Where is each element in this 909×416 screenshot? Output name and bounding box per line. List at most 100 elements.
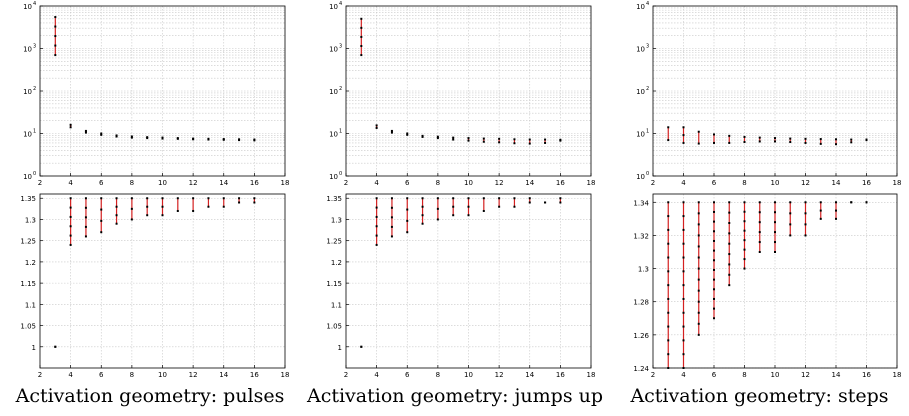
bottom-left-point bbox=[84, 197, 87, 200]
bottom-left-point bbox=[161, 214, 164, 217]
bottom-left-point bbox=[69, 234, 72, 237]
top-left-point bbox=[54, 35, 57, 38]
bottom-middle-point bbox=[406, 197, 409, 200]
bottom-right-ytick-label: 1.34 bbox=[633, 199, 649, 207]
top-left-ytick-label: 10 bbox=[23, 3, 32, 11]
bottom-right-point bbox=[697, 278, 700, 281]
bottom-left-xtick-label: 18 bbox=[281, 371, 290, 379]
top-middle-point bbox=[360, 35, 363, 38]
top-middle-ytick-label: 10 bbox=[329, 46, 338, 54]
bottom-right-point bbox=[819, 201, 822, 204]
bottom-right-point bbox=[743, 248, 746, 251]
top-left-point bbox=[54, 44, 57, 47]
top-right-point bbox=[758, 140, 761, 143]
bottom-middle-point bbox=[421, 214, 424, 217]
bottom-right-point bbox=[697, 333, 700, 336]
bottom-right-point bbox=[697, 201, 700, 204]
bottom-right-point bbox=[697, 289, 700, 292]
bottom-left-point bbox=[207, 205, 210, 208]
top-right-point bbox=[850, 138, 853, 141]
top-left-point bbox=[100, 132, 103, 135]
bottom-right-point bbox=[713, 288, 715, 291]
top-left-point bbox=[207, 137, 210, 140]
bottom-right-xtick-label: 2 bbox=[651, 371, 655, 379]
top-left-point bbox=[69, 126, 72, 129]
bottom-right-xtick-label: 14 bbox=[832, 371, 841, 379]
bottom-middle-point bbox=[452, 214, 455, 217]
bottom-middle-point bbox=[421, 197, 424, 200]
top-right-point bbox=[804, 137, 807, 140]
bottom-middle-point bbox=[375, 234, 378, 237]
top-left-ytick-label: 10 bbox=[23, 46, 32, 54]
bottom-right-xtick-label: 10 bbox=[771, 371, 780, 379]
bottom-middle-point bbox=[406, 208, 409, 211]
top-middle-point bbox=[390, 129, 393, 132]
top-middle-ytick-exponent: 2 bbox=[339, 86, 342, 92]
bottom-middle-point bbox=[467, 205, 470, 208]
bottom-left-point bbox=[253, 201, 256, 204]
top-right-point bbox=[713, 133, 715, 136]
bottom-right-point bbox=[728, 232, 731, 235]
bottom-right-point bbox=[697, 256, 700, 259]
bottom-right-point bbox=[850, 201, 853, 204]
bottom-right-point bbox=[667, 228, 670, 231]
bottom-right-xtick-label: 6 bbox=[712, 371, 717, 379]
bottom-right-point bbox=[697, 322, 700, 325]
top-right-xtick-label: 10 bbox=[771, 179, 780, 187]
bottom-right-point bbox=[743, 220, 746, 223]
bottom-right-point bbox=[789, 201, 792, 204]
bottom-left-point bbox=[100, 208, 103, 211]
bottom-left-point bbox=[130, 218, 133, 221]
bottom-middle-point bbox=[375, 225, 378, 228]
bottom-left-point bbox=[69, 243, 72, 246]
bottom-left-ytick-label: 1.25 bbox=[20, 238, 36, 246]
top-left-point bbox=[161, 136, 164, 139]
bottom-right-point bbox=[804, 234, 807, 237]
top-right-point bbox=[835, 138, 837, 141]
bottom-right-point bbox=[682, 297, 685, 300]
bottom-middle-xtick-label: 10 bbox=[464, 371, 473, 379]
top-middle-xtick-label: 18 bbox=[587, 179, 596, 187]
top-right-xtick-label: 14 bbox=[832, 179, 841, 187]
top-left-xtick-label: 4 bbox=[68, 179, 73, 187]
top-left-xtick-label: 6 bbox=[99, 179, 104, 187]
top-middle-ytick-label: 10 bbox=[329, 131, 338, 139]
top-right-xtick-label: 18 bbox=[893, 179, 902, 187]
top-right-ytick-label: 10 bbox=[636, 131, 645, 139]
bottom-left-point bbox=[84, 225, 87, 228]
caption-pulses: Activation geometry: pulses bbox=[15, 385, 285, 407]
bottom-left-point bbox=[130, 197, 133, 200]
top-middle-point bbox=[360, 17, 363, 20]
bottom-middle-point bbox=[436, 197, 439, 200]
bottom-left-point bbox=[115, 197, 118, 200]
bottom-right-point bbox=[774, 241, 776, 244]
bottom-middle-point bbox=[528, 197, 531, 200]
top-middle-ytick-exponent: 1 bbox=[339, 129, 342, 135]
top-left-point bbox=[54, 54, 57, 57]
bottom-right-point bbox=[667, 256, 670, 259]
top-right-point bbox=[789, 141, 792, 144]
top-middle-ytick-label: 10 bbox=[329, 3, 338, 11]
top-left-xtick-label: 14 bbox=[219, 179, 228, 187]
bottom-left-ytick-label: 1.2 bbox=[25, 259, 36, 267]
bottom-right-point bbox=[682, 228, 685, 231]
top-left-ytick-label: 10 bbox=[23, 173, 32, 181]
top-left-point bbox=[69, 123, 72, 126]
bottom-right-point bbox=[697, 245, 700, 248]
bottom-right-point bbox=[667, 242, 670, 245]
bottom-right-point bbox=[728, 211, 731, 214]
bottom-right-point bbox=[728, 253, 731, 256]
bottom-middle-point bbox=[390, 225, 393, 228]
top-middle-ytick-exponent: 3 bbox=[339, 44, 342, 50]
bottom-left-point bbox=[130, 207, 133, 210]
top-left-ytick-label: 10 bbox=[23, 88, 32, 96]
bottom-left-point bbox=[176, 209, 179, 212]
bottom-right-point bbox=[835, 209, 837, 212]
top-left-point bbox=[238, 138, 241, 141]
bottom-left-ytick-label: 1.05 bbox=[20, 323, 36, 331]
bottom-left-ytick-label: 1.15 bbox=[20, 280, 36, 288]
bottom-left-point bbox=[207, 197, 210, 200]
caption-steps: Activation geometry: steps bbox=[630, 385, 889, 407]
top-middle-point bbox=[482, 140, 485, 143]
caption-jumps-up: Activation geometry: jumps up bbox=[306, 385, 604, 407]
